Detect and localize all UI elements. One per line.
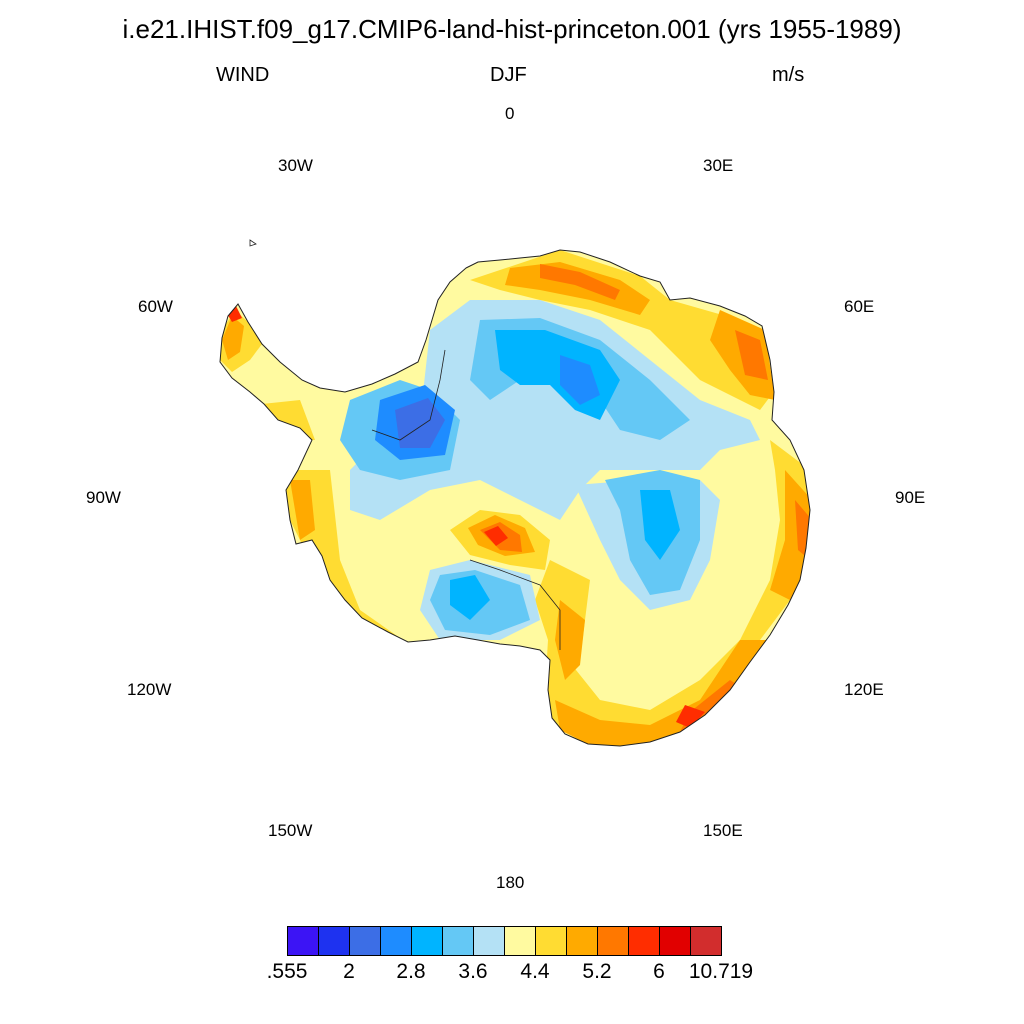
colorbar-swatch — [597, 926, 629, 956]
island-outline — [249, 239, 257, 247]
colorbar-label: 5.2 — [582, 960, 612, 983]
lon-label-120w: 120W — [127, 680, 172, 699]
lon-label-90w: 90W — [86, 488, 121, 507]
colorbar-swatch — [628, 926, 660, 956]
colorbar-label: 4.4 — [520, 960, 550, 983]
coastline — [219, 249, 811, 747]
lon-label-0: 0 — [505, 104, 515, 123]
ross-grounding-line — [469, 559, 561, 650]
lon-label-180: 180 — [496, 873, 525, 892]
lon-label-150w: 150W — [268, 821, 313, 840]
lon-label-60e: 60E — [844, 297, 875, 316]
antarctica-wind-map — [219, 239, 811, 747]
lon-label-30e: 30E — [703, 156, 734, 175]
lon-label-60w: 60W — [138, 297, 173, 316]
colorbar-swatch — [473, 926, 505, 956]
colorbar-swatch — [287, 926, 319, 956]
lon-label-30w: 30W — [278, 156, 313, 175]
colorbar-swatch — [535, 926, 567, 956]
ronne-grounding-line — [371, 349, 446, 441]
colorbar-swatch — [659, 926, 691, 956]
colorbar-swatch — [442, 926, 474, 956]
colorbar-swatch — [566, 926, 598, 956]
wind-field — [220, 250, 810, 746]
colorbar-label: 2 — [343, 960, 355, 983]
season-label: DJF — [490, 64, 527, 86]
colorbar-swatch — [318, 926, 350, 956]
colorbar-swatch — [411, 926, 443, 956]
colorbar-swatch — [504, 926, 536, 956]
lon-label-150e: 150E — [703, 821, 743, 840]
colorbar-label: .555 — [266, 960, 308, 983]
lon-label-90e: 90E — [895, 488, 926, 507]
colorbar-label: 2.8 — [396, 960, 426, 983]
colorbar-label: 10.719 — [688, 960, 754, 983]
colorbar-swatch — [380, 926, 412, 956]
colorbar-swatch — [349, 926, 381, 956]
plot-title: i.e21.IHIST.f09_g17.CMIP6-land-hist-prin… — [122, 14, 902, 44]
colorbar-label: 3.6 — [458, 960, 488, 983]
variable-label: WIND — [216, 64, 270, 86]
colorbar-swatch — [690, 926, 722, 956]
colorbar-label: 6 — [653, 960, 665, 983]
lon-label-120e: 120E — [844, 680, 884, 699]
units-label: m/s — [772, 64, 805, 86]
